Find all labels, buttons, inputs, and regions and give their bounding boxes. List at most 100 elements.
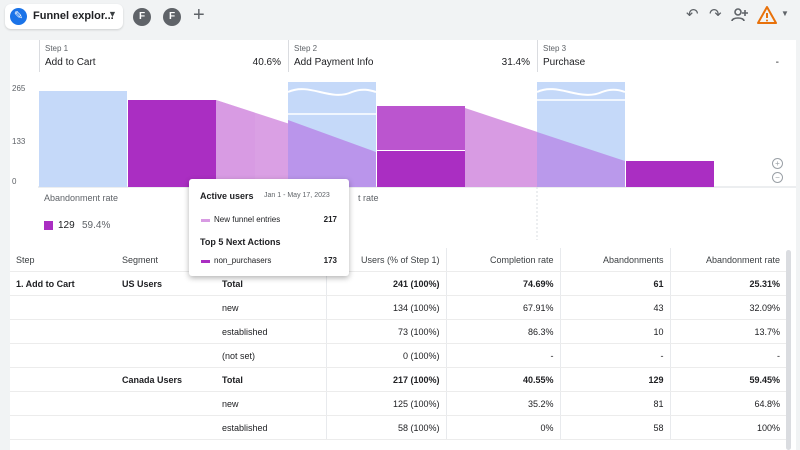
cell: 10: [559, 319, 670, 344]
cell: -: [559, 343, 670, 368]
table-row[interactable]: (not set) 0 (100%) - - -: [10, 343, 786, 368]
cell: established: [216, 415, 326, 440]
funnel-chart-svg: [38, 82, 796, 240]
column-header[interactable]: Step: [10, 248, 116, 272]
cell: Canada Users: [116, 367, 216, 392]
step-name: Add to Cart: [45, 57, 96, 68]
bar-step2-canada[interactable]: [377, 151, 465, 187]
y-axis-label: 265: [12, 84, 26, 93]
tooltip-title: Active users: [200, 191, 254, 201]
vertical-scrollbar[interactable]: [786, 250, 791, 450]
table-row[interactable]: Canada Users Total 217 (100%) 40.55% 129…: [10, 367, 786, 392]
tooltip-date: Jan 1 - May 17, 2023: [264, 192, 330, 199]
cell: 25.31%: [669, 271, 786, 296]
share-user-icon[interactable]: [731, 7, 749, 23]
tooltip-subtitle: Top 5 Next Actions: [200, 237, 281, 247]
bar-step3-canada[interactable]: [626, 161, 714, 187]
cell: 125 (100%): [325, 391, 446, 416]
step-header[interactable]: Step 3 Purchase -: [537, 40, 786, 72]
abandonment-label: Abandonment rate: [44, 193, 119, 203]
segment-chip[interactable]: F: [163, 8, 181, 26]
cell: 217 (100%): [325, 367, 446, 392]
abandonment-count: 129: [58, 220, 75, 231]
cell: 74.69%: [445, 271, 560, 296]
funnel-card: Step 1 Add to Cart 40.6% Step 2 Add Paym…: [10, 40, 796, 450]
cell: [116, 319, 216, 344]
cell: 59.45%: [669, 367, 786, 392]
cell: [10, 367, 116, 392]
table-row[interactable]: new 125 (100%) 35.2% 81 64.8%: [10, 391, 786, 416]
funnel-chart: Step 1 Add to Cart 40.6% Step 2 Add Paym…: [10, 40, 796, 240]
table-row[interactable]: established 58 (100%) 0% 58 100%: [10, 415, 786, 440]
step-name: Add Payment Info: [294, 57, 374, 68]
step-header[interactable]: Step 1 Add to Cart 40.6%: [39, 40, 288, 72]
cell: [116, 391, 216, 416]
bar-step1-us[interactable]: [39, 91, 127, 187]
warning-icon[interactable]: [757, 5, 777, 25]
cell: 129: [559, 367, 670, 392]
cell: [10, 415, 116, 440]
cell: new: [216, 391, 326, 416]
column-header[interactable]: Abandonments: [559, 248, 670, 272]
cell: established: [216, 319, 326, 344]
add-tab-button[interactable]: +: [193, 4, 205, 26]
cell: 61: [559, 271, 670, 296]
dropoff-overlay: [537, 132, 625, 187]
scroll-break-line: [536, 88, 626, 96]
y-axis-label: 133: [12, 137, 26, 146]
step-name: Purchase: [543, 57, 586, 68]
y-axis-label: 0: [12, 177, 17, 186]
table-row[interactable]: new 134 (100%) 67.91% 43 32.09%: [10, 295, 786, 320]
zoom-in-icon[interactable]: +: [772, 158, 783, 169]
cell: -: [669, 343, 786, 368]
caret-down-icon[interactable]: ▼: [781, 9, 789, 18]
step-percentage: 31.4%: [501, 57, 530, 68]
cell: 43: [559, 295, 670, 320]
table-row[interactable]: established 73 (100%) 86.3% 10 13.7%: [10, 319, 786, 344]
cell: 0%: [445, 415, 560, 440]
caret-down-icon[interactable]: ▼: [108, 9, 117, 19]
bar-step1-canada[interactable]: [128, 100, 216, 187]
cell: (not set): [216, 343, 326, 368]
step-header[interactable]: Step 2 Add Payment Info 31.4%: [288, 40, 537, 72]
cell: 0 (100%): [325, 343, 446, 368]
cell: 58: [559, 415, 670, 440]
table-row[interactable]: 1. Add to Cart US Users Total 241 (100%)…: [10, 271, 786, 296]
exploration-tab[interactable]: ✎ Funnel explor... ▼: [5, 4, 123, 29]
scroll-break-line: [287, 88, 377, 96]
cell: [116, 295, 216, 320]
step-percentage: 40.6%: [252, 57, 281, 68]
cell: 67.91%: [445, 295, 560, 320]
cell: 134 (100%): [325, 295, 446, 320]
legend-swatch: [201, 260, 210, 263]
tooltip-row-value: 173: [323, 256, 337, 265]
cell: [10, 343, 116, 368]
segment-chip[interactable]: F: [133, 8, 151, 26]
cell: 64.8%: [669, 391, 786, 416]
column-header[interactable]: Abandonment rate: [669, 248, 786, 272]
zoom-out-icon[interactable]: −: [772, 172, 783, 183]
step-number: Step 2: [294, 44, 318, 53]
cell: 100%: [669, 415, 786, 440]
cell: 73 (100%): [325, 319, 446, 344]
cell: 40.55%: [445, 367, 560, 392]
cell: 13.7%: [669, 319, 786, 344]
undo-icon[interactable]: ↶: [686, 6, 699, 23]
cell: [116, 343, 216, 368]
cell: 81: [559, 391, 670, 416]
redo-icon[interactable]: ↷: [709, 6, 722, 23]
pencil-icon[interactable]: ✎: [10, 8, 27, 25]
cell: [10, 295, 116, 320]
abandonment-label: t rate: [358, 193, 379, 203]
cell: 1. Add to Cart: [10, 271, 116, 296]
step-percentage: -: [775, 57, 779, 68]
cell: 35.2%: [445, 391, 560, 416]
cell: 86.3%: [445, 319, 560, 344]
cell: new: [216, 295, 326, 320]
step-number: Step 3: [543, 44, 567, 53]
cell: 32.09%: [669, 295, 786, 320]
bar-step2-canada-top[interactable]: [377, 106, 465, 150]
top-toolbar: ✎ Funnel explor... ▼ F F + ↶ ↷ ▼: [0, 0, 800, 33]
cell: [10, 391, 116, 416]
column-header[interactable]: Completion rate: [445, 248, 560, 272]
